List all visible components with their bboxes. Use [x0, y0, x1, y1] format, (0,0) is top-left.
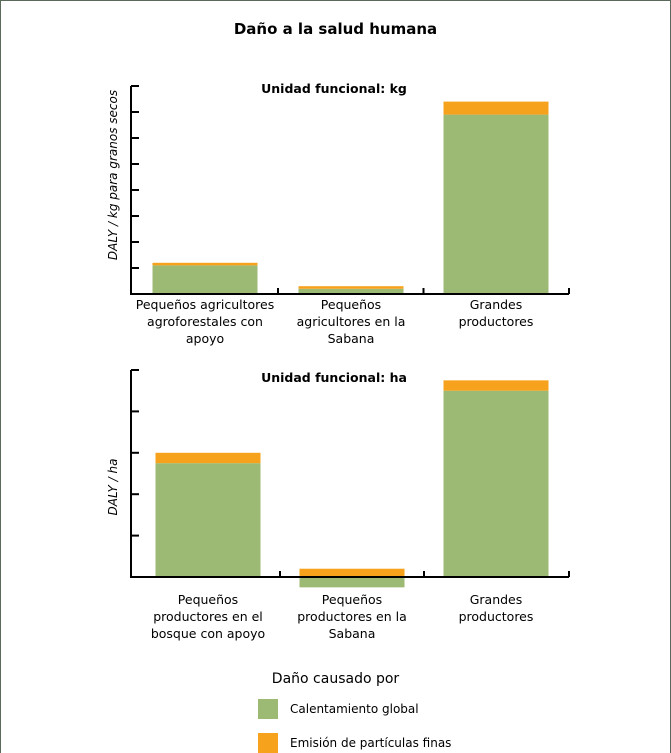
legend-item-particulas: Emisión de partículas finas: [258, 733, 451, 753]
y-axis-label-2: DALY / ha: [106, 459, 120, 516]
bar-chart2-cat1-series2: [155, 452, 261, 464]
chart-2: Unidad funcional: ha DALY / ha Pequeños pro…: [106, 369, 570, 641]
bar-chart1-cat1-series1: [152, 265, 258, 294]
category-label-chart2-3: Grandes productores: [459, 592, 534, 624]
chart-1: Unidad funcional: kg DALY / kg para grano…: [106, 81, 570, 346]
bar-chart2-cat1-series1: [155, 463, 261, 577]
category-label-chart1-2: Pequeños agricultores en la Sabana: [297, 297, 406, 346]
bar-chart1-cat2-series1: [298, 288, 404, 294]
chart-title-1: Unidad funcional: kg: [261, 81, 407, 96]
bar-chart1-cat3-series1: [443, 114, 549, 294]
category-label-chart1-1: Pequeños agricultores agroforestales con a…: [136, 297, 274, 346]
figure-title: Daño a la salud humana: [233, 20, 438, 38]
bar-chart1-cat3-series2: [443, 101, 549, 115]
bar-chart2-cat3-series1: [443, 390, 549, 577]
legend-label-particulas: Emisión de partículas finas: [290, 736, 452, 750]
y-axis-label-1: DALY / kg para granos secos: [106, 90, 120, 260]
legend-swatch-calentamiento: [258, 699, 278, 719]
legend-item-calentamiento: Calentamiento global: [258, 699, 419, 719]
bar-chart2-cat2-series2: [299, 568, 405, 577]
category-label-chart2-2: Pequeños productores en la Sabana: [297, 592, 407, 641]
bar-chart2-cat2-series1: [299, 577, 405, 588]
bar-chart1-cat2-series2: [298, 286, 404, 289]
bar-chart1-cat1-series2: [152, 262, 258, 266]
legend-title: Daño causado por: [271, 671, 400, 687]
chart-title-2: Unidad funcional: ha: [261, 370, 407, 385]
category-label-chart2-1: Pequeños productores en el bosque con apoy…: [151, 592, 265, 641]
legend-swatch-particulas: [258, 733, 278, 753]
legend-label-calentamiento: Calentamiento global: [290, 702, 419, 716]
category-label-chart1-3: Grandes productores: [459, 297, 534, 329]
bar-chart2-cat3-series2: [443, 380, 549, 391]
